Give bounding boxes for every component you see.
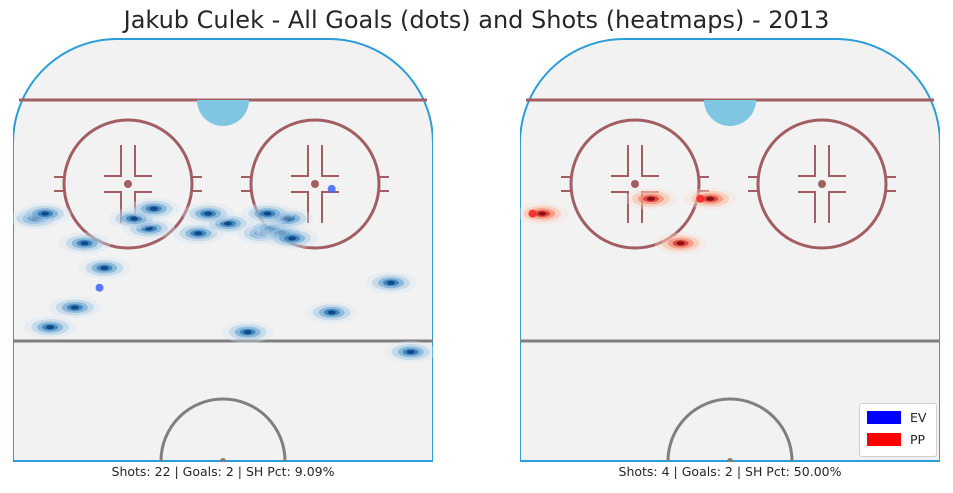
rink-pp [520,38,940,462]
shot-pp-0-level-4 [538,212,546,216]
goal-pp-1 [696,195,704,203]
shot-ev-2-level-4 [81,241,89,245]
goal-ev-1 [96,284,104,292]
chart-title: Jakub Culek - All Goals (dots) and Shots… [0,6,953,34]
faceoff-dot-left [124,180,132,188]
shot-ev-15-level-4 [100,266,108,270]
shot-ev-20-level-4 [328,310,336,314]
shot-ev-13-level-4 [288,236,296,240]
caption-ev: Shots: 22 | Goals: 2 | SH Pct: 9.09% [13,464,433,479]
goal-pp-0 [528,210,536,218]
faceoff-dot-right [818,180,826,188]
legend-swatch-ev [867,411,901,424]
shot-ev-5-level-4 [150,207,158,211]
shot-ev-14-level-4 [263,212,271,216]
caption-pp: Shots: 4 | Goals: 2 | SH Pct: 50.00% [520,464,940,479]
shot-ev-19-level-4 [387,281,395,285]
shot-ev-8-level-4 [204,212,212,216]
shot-pp-1-level-4 [647,197,655,201]
shot-ev-18-level-4 [407,350,415,354]
legend-label-ev: EV [910,410,926,425]
shot-ev-17-level-4 [71,305,79,309]
legend-item-pp: PP [867,432,925,446]
faceoff-dot-left [631,180,639,188]
shot-ev-21-level-4 [244,330,252,334]
legend-item-ev: EV [867,410,926,424]
goal-ev-0 [328,185,336,193]
shot-ev-1-level-4 [41,212,49,216]
shot-ev-6-level-4 [194,231,202,235]
faceoff-dot-right [311,180,319,188]
shot-ev-16-level-4 [46,325,54,329]
shot-pp-3-level-4 [677,241,685,245]
legend: EV PP [859,403,937,457]
shot-ev-7-level-4 [224,222,232,226]
shot-pp-2-level-4 [706,197,714,201]
rink-ev [13,38,433,462]
shot-ev-4-level-4 [130,217,138,221]
legend-label-pp: PP [910,432,925,447]
legend-swatch-pp [867,433,901,446]
